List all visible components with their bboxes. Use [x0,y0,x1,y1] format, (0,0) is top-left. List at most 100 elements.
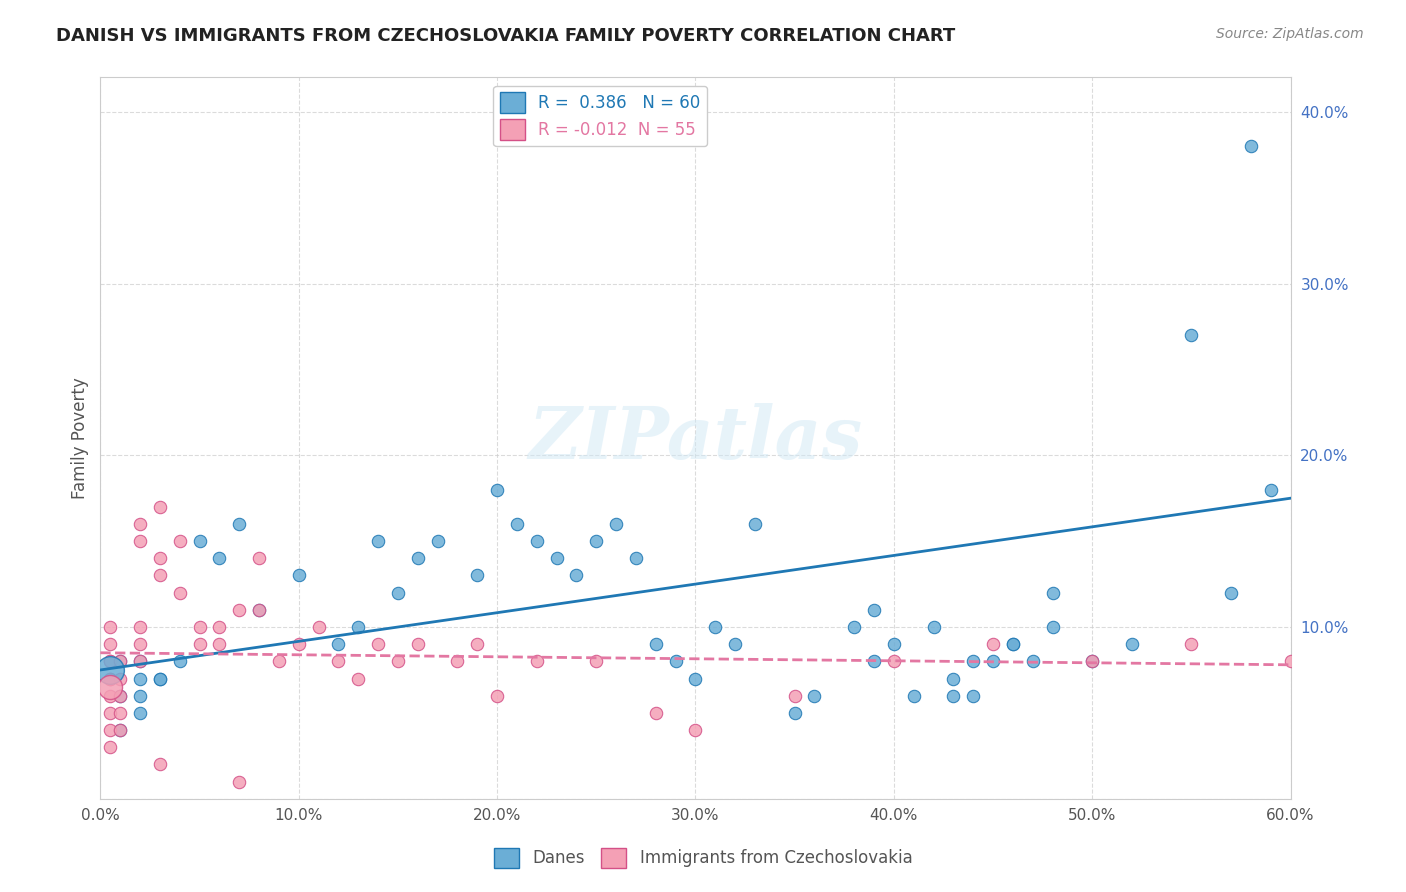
Text: ZIPatlas: ZIPatlas [529,402,862,474]
Point [803,689,825,703]
Point [149,672,172,686]
Point [863,603,886,617]
Point [962,654,984,668]
Point [644,706,666,720]
Point [1180,328,1202,343]
Point [1279,654,1302,668]
Point [328,637,350,651]
Point [98,654,121,668]
Point [465,637,488,651]
Point [228,516,250,531]
Point [129,654,152,668]
Point [208,551,231,566]
Point [783,706,806,720]
Point [844,620,866,634]
Text: DANISH VS IMMIGRANTS FROM CZECHOSLOVAKIA FAMILY POVERTY CORRELATION CHART: DANISH VS IMMIGRANTS FROM CZECHOSLOVAKIA… [56,27,956,45]
Point [98,680,121,694]
Point [129,516,152,531]
Point [129,689,152,703]
Point [108,689,131,703]
Point [1001,637,1024,651]
Point [922,620,945,634]
Point [129,672,152,686]
Point [1260,483,1282,497]
Point [98,672,121,686]
Point [724,637,747,651]
Point [267,654,290,668]
Point [169,585,191,599]
Point [149,672,172,686]
Point [585,654,607,668]
Point [446,654,468,668]
Point [129,637,152,651]
Point [247,603,270,617]
Point [208,637,231,651]
Point [863,654,886,668]
Point [98,637,121,651]
Point [981,654,1004,668]
Point [486,483,509,497]
Point [1081,654,1104,668]
Point [1180,637,1202,651]
Point [426,534,449,549]
Point [387,654,409,668]
Point [129,654,152,668]
Point [506,516,529,531]
Point [783,689,806,703]
Point [565,568,588,582]
Point [98,654,121,668]
Point [883,637,905,651]
Point [585,534,607,549]
Point [98,663,121,677]
Point [98,706,121,720]
Point [685,672,707,686]
Point [98,723,121,737]
Point [308,620,330,634]
Point [129,706,152,720]
Point [1240,139,1263,153]
Point [98,672,121,686]
Point [347,620,370,634]
Point [1042,620,1064,634]
Point [188,534,211,549]
Point [247,603,270,617]
Point [942,689,965,703]
Point [169,654,191,668]
Point [108,723,131,737]
Point [883,654,905,668]
Point [108,723,131,737]
Point [1220,585,1243,599]
Point [98,689,121,703]
Point [108,672,131,686]
Point [108,689,131,703]
Point [149,551,172,566]
Point [387,585,409,599]
Text: Source: ZipAtlas.com: Source: ZipAtlas.com [1216,27,1364,41]
Point [981,637,1004,651]
Point [704,620,727,634]
Point [605,516,627,531]
Point [188,620,211,634]
Point [347,672,370,686]
Y-axis label: Family Poverty: Family Poverty [72,377,89,499]
Point [685,723,707,737]
Point [287,637,309,651]
Point [108,706,131,720]
Point [526,534,548,549]
Point [903,689,925,703]
Legend: R =  0.386   N = 60, R = -0.012  N = 55: R = 0.386 N = 60, R = -0.012 N = 55 [494,86,707,146]
Point [1042,585,1064,599]
Point [546,551,568,566]
Point [367,637,389,651]
Point [169,534,191,549]
Point [149,568,172,582]
Legend: Danes, Immigrants from Czechoslovakia: Danes, Immigrants from Czechoslovakia [486,841,920,875]
Point [247,551,270,566]
Point [228,603,250,617]
Point [328,654,350,668]
Point [129,534,152,549]
Point [744,516,766,531]
Point [644,637,666,651]
Point [1022,654,1045,668]
Point [188,637,211,651]
